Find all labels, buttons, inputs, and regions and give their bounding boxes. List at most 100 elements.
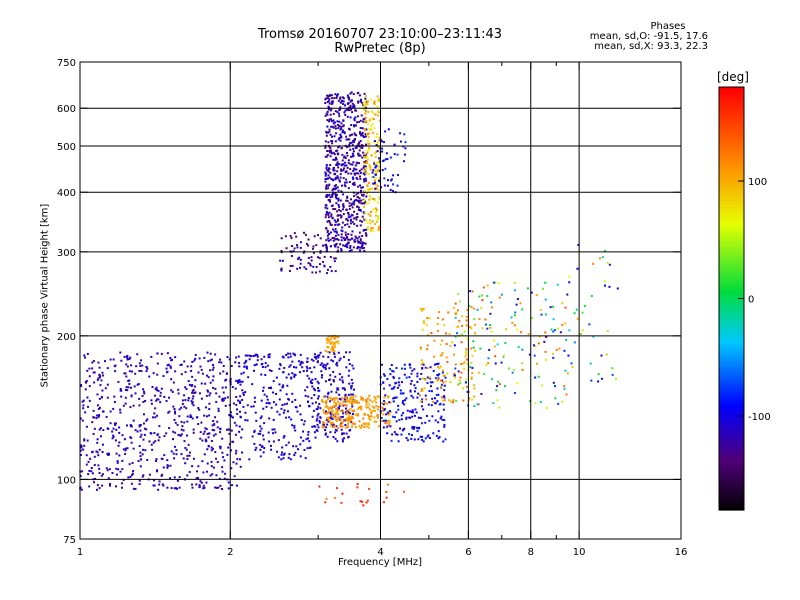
data-point: [317, 389, 320, 392]
data-point: [127, 380, 130, 383]
data-point: [186, 420, 189, 423]
data-point: [96, 404, 99, 407]
data-point: [422, 440, 425, 443]
data-point: [228, 414, 231, 417]
data-point: [369, 222, 372, 225]
data-point: [316, 423, 319, 426]
data-point: [385, 158, 388, 161]
data-point: [155, 458, 158, 461]
data-point: [369, 98, 372, 101]
data-point: [131, 472, 134, 475]
data-point: [212, 366, 215, 369]
data-point: [270, 448, 273, 451]
data-point: [364, 153, 367, 156]
data-point: [544, 335, 547, 338]
data-point: [314, 401, 317, 404]
data-point: [368, 394, 371, 397]
data-point: [351, 401, 354, 404]
data-point: [215, 400, 218, 403]
data-point: [98, 471, 101, 474]
data-point: [96, 441, 99, 444]
data-point: [356, 199, 359, 202]
data-point: [354, 146, 357, 149]
x-tick-label: 2: [227, 547, 233, 558]
data-point: [180, 420, 183, 423]
data-point: [338, 359, 341, 362]
data-point: [473, 307, 476, 310]
data-point: [269, 444, 272, 447]
data-point: [255, 363, 258, 366]
data-point: [437, 378, 440, 381]
data-point: [374, 155, 377, 158]
data-point: [98, 428, 101, 431]
data-point: [344, 231, 347, 234]
data-point: [335, 341, 338, 344]
x-tick-label: 16: [675, 547, 688, 558]
data-point: [345, 404, 348, 407]
data-point: [339, 210, 342, 213]
data-point: [180, 428, 183, 431]
data-point: [340, 420, 343, 423]
data-point: [130, 386, 133, 389]
data-point: [151, 448, 154, 451]
data-point: [340, 184, 343, 187]
data-point: [255, 446, 258, 449]
data-point: [355, 193, 358, 196]
colorbar-label: [deg]: [717, 70, 749, 84]
data-point: [443, 419, 446, 422]
data-point: [282, 384, 285, 387]
colorbar-segment: [719, 398, 744, 402]
data-point: [337, 413, 340, 416]
data-point: [190, 400, 193, 403]
data-point: [403, 373, 406, 376]
data-point: [513, 392, 516, 395]
data-point: [348, 369, 351, 372]
data-point: [503, 385, 506, 388]
data-point: [380, 186, 383, 189]
data-point: [181, 425, 184, 428]
data-point: [304, 389, 307, 392]
data-point: [342, 163, 345, 166]
colorbar-segment: [719, 253, 744, 257]
data-point: [416, 396, 419, 399]
data-point: [106, 396, 109, 399]
data-point: [534, 402, 537, 405]
data-point: [375, 211, 378, 214]
data-point: [421, 367, 424, 370]
data-point: [453, 372, 456, 375]
data-point: [169, 366, 172, 369]
data-point: [325, 186, 328, 189]
data-point: [173, 457, 176, 460]
data-point: [344, 157, 347, 160]
data-point: [299, 353, 302, 356]
data-point: [361, 156, 364, 159]
data-point: [211, 424, 214, 427]
data-point: [340, 229, 343, 232]
data-point: [365, 501, 368, 504]
colorbar-segment: [719, 443, 744, 448]
colorbar-segment: [719, 491, 744, 496]
data-point: [430, 404, 433, 407]
data-point: [330, 140, 333, 143]
data-point: [221, 437, 224, 440]
data-point: [367, 136, 370, 139]
data-point: [279, 389, 282, 392]
data-point: [204, 382, 207, 385]
y-tick-label: 75: [63, 535, 76, 546]
data-point: [259, 425, 262, 428]
data-point: [442, 408, 445, 411]
data-point: [378, 169, 381, 172]
data-point: [216, 461, 219, 464]
data-point: [302, 439, 305, 442]
data-point: [210, 449, 213, 452]
data-point: [347, 420, 350, 423]
data-point: [383, 374, 386, 377]
data-point: [328, 145, 331, 148]
data-point: [343, 164, 346, 167]
data-point: [371, 187, 374, 190]
data-point: [174, 370, 177, 373]
data-point: [439, 365, 442, 368]
data-point: [230, 415, 233, 418]
data-point: [382, 159, 385, 162]
data-point: [420, 359, 423, 362]
